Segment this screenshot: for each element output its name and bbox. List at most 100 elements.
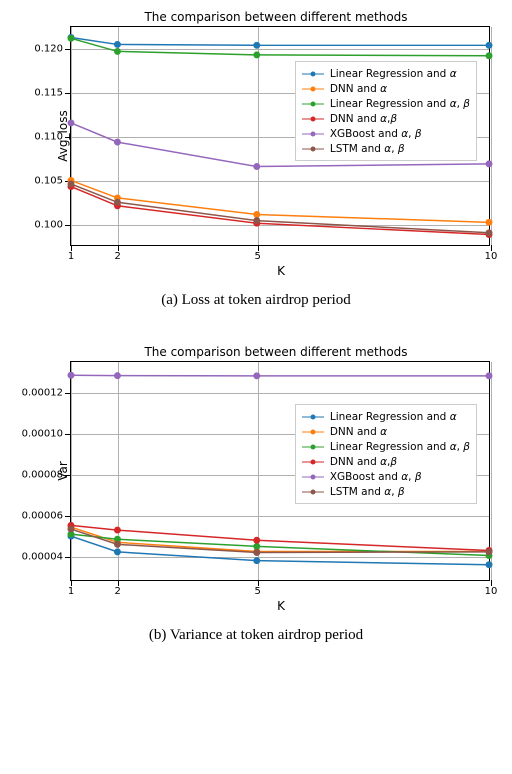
chart-a-xlabel: K bbox=[20, 264, 492, 278]
tick-x-label: 2 bbox=[114, 580, 120, 597]
legend-label: DNN and α,β bbox=[330, 456, 397, 468]
gridline-v bbox=[491, 27, 492, 245]
legend: Linear Regression and α DNN and α Linear R… bbox=[295, 61, 477, 161]
series-marker bbox=[114, 541, 121, 548]
tick-y-label: 0.115 bbox=[34, 88, 71, 99]
series-marker bbox=[253, 211, 260, 218]
series-marker bbox=[114, 372, 121, 379]
series-marker bbox=[253, 372, 260, 379]
legend-row: XGBoost and α, β bbox=[302, 469, 470, 484]
series-marker bbox=[253, 557, 260, 564]
legend-row: LSTM and α, β bbox=[302, 484, 470, 499]
chart-b-block: The comparison between different methods… bbox=[20, 345, 492, 644]
series-marker bbox=[486, 160, 493, 167]
legend-label: DNN and α bbox=[330, 426, 387, 438]
legend-row: Linear Regression and α, β bbox=[302, 96, 470, 111]
series-marker bbox=[486, 548, 493, 555]
series-marker bbox=[486, 372, 493, 379]
tick-y-label: 0.00008 bbox=[22, 470, 71, 481]
legend-label: LSTM and α, β bbox=[330, 486, 405, 498]
legend-row: DNN and α bbox=[302, 424, 470, 439]
series-marker bbox=[486, 229, 493, 236]
chart-a-plot: Avg_loss 0.1000.1050.1100.1150.12012510L… bbox=[70, 26, 490, 246]
tick-x-label: 5 bbox=[254, 245, 260, 262]
legend-label: Linear Regression and α, β bbox=[330, 98, 470, 110]
tick-x-label: 1 bbox=[68, 580, 74, 597]
legend-row: DNN and α bbox=[302, 81, 470, 96]
figure-container: The comparison between different methods… bbox=[0, 0, 512, 774]
chart-a-title: The comparison between different methods bbox=[20, 10, 492, 24]
series-marker bbox=[486, 52, 493, 59]
legend-label: LSTM and α, β bbox=[330, 143, 405, 155]
tick-y-label: 0.110 bbox=[34, 132, 71, 143]
chart-b-xlabel: K bbox=[20, 599, 492, 613]
series-marker bbox=[68, 180, 75, 187]
chart-b-plot: Var 0.000040.000060.000080.000100.000121… bbox=[70, 361, 490, 581]
legend-label: DNN and α,β bbox=[330, 113, 397, 125]
series-marker bbox=[114, 139, 121, 146]
tick-y-label: 0.00004 bbox=[22, 552, 71, 563]
tick-y-label: 0.120 bbox=[34, 44, 71, 55]
legend-swatch bbox=[302, 442, 324, 452]
legend-label: Linear Regression and α, β bbox=[330, 441, 470, 453]
legend-swatch bbox=[302, 129, 324, 139]
caption-a: (a) Loss at token airdrop period bbox=[20, 292, 492, 309]
legend-swatch bbox=[302, 99, 324, 109]
series-marker bbox=[253, 217, 260, 224]
series-marker bbox=[253, 42, 260, 49]
tick-x-label: 1 bbox=[68, 245, 74, 262]
legend-row: XGBoost and α, β bbox=[302, 126, 470, 141]
series-marker bbox=[253, 537, 260, 544]
chart-a-block: The comparison between different methods… bbox=[20, 10, 492, 309]
series-marker bbox=[68, 526, 75, 533]
gridline-v bbox=[491, 362, 492, 580]
tick-y-label: 0.00006 bbox=[22, 511, 71, 522]
series-marker bbox=[253, 549, 260, 556]
tick-x-label: 10 bbox=[485, 245, 498, 262]
series-marker bbox=[114, 527, 121, 534]
legend-label: DNN and α bbox=[330, 83, 387, 95]
legend-swatch bbox=[302, 144, 324, 154]
legend-row: Linear Regression and α bbox=[302, 66, 470, 81]
series-marker bbox=[486, 42, 493, 49]
legend-swatch bbox=[302, 84, 324, 94]
legend-label: Linear Regression and α bbox=[330, 411, 457, 423]
legend-label: Linear Regression and α bbox=[330, 68, 457, 80]
series-marker bbox=[68, 119, 75, 126]
tick-y-label: 0.00010 bbox=[22, 428, 71, 439]
legend-swatch bbox=[302, 427, 324, 437]
tick-x-label: 5 bbox=[254, 580, 260, 597]
spacer bbox=[20, 309, 492, 345]
legend-row: Linear Regression and α bbox=[302, 409, 470, 424]
series-marker bbox=[486, 219, 493, 226]
legend: Linear Regression and α DNN and α Linear R… bbox=[295, 404, 477, 504]
legend-row: LSTM and α, β bbox=[302, 141, 470, 156]
legend-swatch bbox=[302, 412, 324, 422]
tick-x-label: 10 bbox=[485, 580, 498, 597]
legend-swatch bbox=[302, 114, 324, 124]
series-marker bbox=[114, 548, 121, 555]
legend-row: DNN and α,β bbox=[302, 454, 470, 469]
tick-y-label: 0.100 bbox=[34, 220, 71, 231]
legend-label: XGBoost and α, β bbox=[330, 128, 422, 140]
caption-b: (b) Variance at token airdrop period bbox=[20, 627, 492, 644]
legend-swatch bbox=[302, 69, 324, 79]
series-line bbox=[71, 38, 489, 55]
legend-row: DNN and α,β bbox=[302, 111, 470, 126]
tick-y-label: 0.105 bbox=[34, 176, 71, 187]
series-marker bbox=[253, 51, 260, 58]
legend-label: XGBoost and α, β bbox=[330, 471, 422, 483]
tick-y-label: 0.00012 bbox=[22, 387, 71, 398]
legend-swatch bbox=[302, 472, 324, 482]
chart-b-title: The comparison between different methods bbox=[20, 345, 492, 359]
series-line bbox=[71, 187, 489, 235]
series-marker bbox=[114, 48, 121, 55]
legend-row: Linear Regression and α, β bbox=[302, 439, 470, 454]
series-marker bbox=[68, 35, 75, 42]
series-marker bbox=[486, 561, 493, 568]
series-line bbox=[71, 375, 489, 376]
legend-swatch bbox=[302, 487, 324, 497]
series-marker bbox=[114, 199, 121, 206]
series-line bbox=[71, 37, 489, 45]
series-marker bbox=[68, 372, 75, 379]
